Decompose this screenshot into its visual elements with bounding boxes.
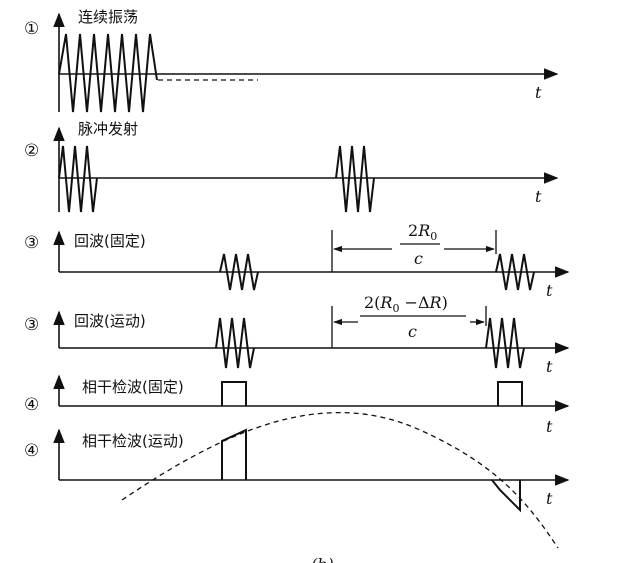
row-echo-moving: ③ 回波(运动) t 2(R0 −ΔR) c: [24, 293, 570, 376]
row6-doppler-envelope: [121, 411, 559, 549]
row4-echo-2: [485, 317, 525, 369]
row-pulse-transmission: ② 脉冲发射 t: [24, 120, 559, 213]
formula2-numerator: 2(R0 −ΔR): [364, 293, 448, 315]
row2-label: 脉冲发射: [78, 120, 138, 138]
row1-oscillation-wave: [58, 33, 158, 113]
row4-delay-formula: 2(R0 −ΔR) c: [360, 293, 466, 341]
formula1-numerator: 2R0: [408, 221, 437, 243]
row6-label: 相干检波(运动): [82, 432, 184, 450]
row5-label: 相干检波(固定): [82, 378, 184, 396]
row2-marker: ②: [24, 141, 39, 161]
row-coherent-detection-moving: ④ 相干检波(运动) t: [24, 411, 570, 549]
row3-delay-formula: 2R0 c: [400, 221, 440, 268]
row6-marker: ④: [24, 441, 39, 461]
row3-echo-2: [495, 253, 535, 291]
row-coherent-detection-fixed: ④ 相干检波(固定) t: [24, 374, 570, 436]
row4-label: 回波(运动): [74, 312, 146, 330]
row4-t-label: t: [546, 357, 553, 376]
figure-caption: (b): [311, 555, 334, 563]
row-echo-fixed: ③ 回波(固定) t 2R0 c: [24, 221, 570, 300]
row5-detected-pulse-2: [497, 381, 523, 406]
row2-t-label: t: [535, 187, 542, 206]
row-continuous-oscillation: ① 连续振荡 t: [24, 8, 559, 113]
row6-detected-pulse-1: [221, 428, 247, 480]
row1-t-label: t: [535, 83, 542, 102]
row2-pulse-1: [58, 145, 98, 213]
row5-detected-pulse-1: [221, 381, 247, 406]
row4-marker: ③: [24, 315, 39, 335]
row6-t-label: t: [546, 489, 553, 508]
row2-pulse-2: [335, 145, 375, 213]
row1-label: 连续振荡: [78, 8, 138, 26]
row6-detected-pulse-2: [491, 479, 521, 513]
formula1-denominator: c: [414, 249, 423, 268]
formula2-denominator: c: [408, 322, 417, 341]
row4-echo-1: [215, 317, 255, 369]
row1-marker: ①: [24, 19, 39, 39]
row5-marker: ④: [24, 395, 39, 415]
row3-marker: ③: [24, 233, 39, 253]
row3-label: 回波(固定): [74, 232, 146, 250]
row5-t-label: t: [546, 417, 553, 436]
row3-t-label: t: [546, 281, 553, 300]
row3-echo-1: [219, 253, 259, 291]
